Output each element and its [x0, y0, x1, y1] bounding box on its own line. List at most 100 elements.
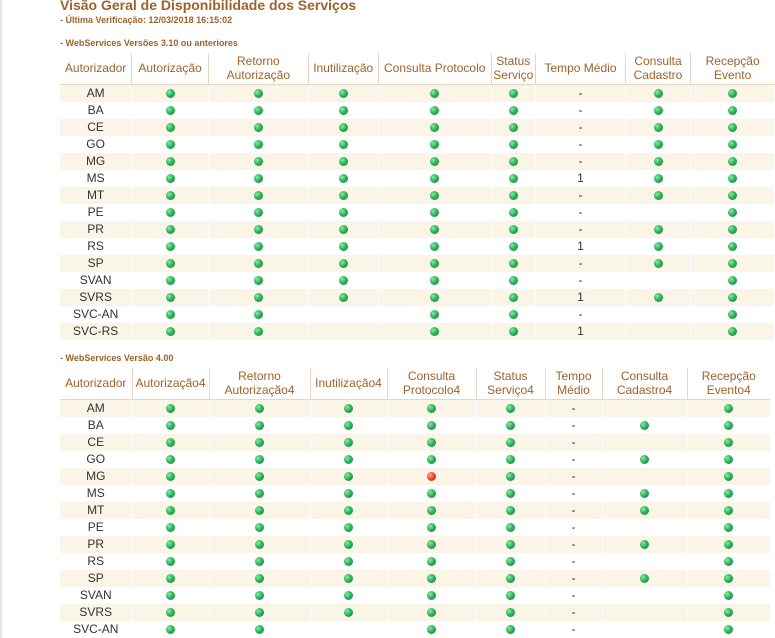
authorizer-name: MS	[60, 484, 133, 502]
green-status-icon	[727, 327, 737, 337]
authorizer-name: SVAN	[60, 271, 133, 289]
green-status-icon	[427, 438, 436, 448]
green-status-icon	[724, 557, 733, 567]
green-status-icon	[506, 557, 515, 567]
green-status-icon	[166, 523, 175, 533]
status-cell	[476, 603, 546, 621]
red-status-icon	[427, 472, 436, 482]
status-cell	[687, 620, 771, 638]
green-status-icon	[727, 293, 737, 303]
status-cell	[378, 305, 492, 323]
status-cell	[310, 620, 388, 638]
green-status-icon	[344, 438, 353, 448]
status-cell	[131, 186, 209, 204]
status-cell	[208, 152, 309, 170]
green-status-icon	[344, 404, 353, 414]
green-status-icon	[255, 574, 264, 584]
green-status-icon	[430, 174, 440, 184]
status-cell	[491, 288, 536, 306]
status-cell	[602, 433, 688, 451]
green-status-icon	[427, 540, 436, 550]
status-cell	[308, 254, 379, 272]
status-cell	[131, 237, 209, 255]
status-cell	[387, 399, 477, 417]
green-status-icon	[727, 242, 737, 252]
status-cell	[310, 569, 388, 587]
green-status-icon	[640, 489, 649, 499]
status-cell	[687, 518, 771, 536]
green-status-icon	[427, 608, 436, 618]
authorizer-name: SVRS	[60, 603, 133, 621]
green-status-icon	[165, 123, 175, 133]
status-cell	[687, 586, 771, 604]
green-status-icon	[165, 259, 175, 269]
status-cell	[387, 620, 477, 638]
table-row: RS -	[60, 552, 771, 570]
avg-time-value: -	[535, 84, 627, 102]
green-status-icon	[344, 489, 353, 499]
status-cell	[602, 399, 688, 417]
green-status-icon	[653, 140, 663, 150]
table-row: RS 1	[60, 237, 775, 255]
green-status-icon	[724, 625, 733, 635]
table-row: SP -	[60, 569, 771, 587]
col-header-autorizador: Autorizador	[60, 368, 133, 400]
green-status-icon	[338, 276, 348, 286]
green-status-icon	[253, 225, 263, 235]
avg-time-value: -	[535, 220, 627, 238]
avg-time-value: -	[535, 101, 627, 119]
green-status-icon	[508, 89, 518, 99]
green-status-icon	[165, 174, 175, 184]
table-row: SVAN -	[60, 586, 771, 604]
table-row: MG -	[60, 467, 771, 485]
status-cell	[476, 620, 546, 638]
green-status-icon	[166, 557, 175, 567]
green-status-icon	[724, 472, 733, 482]
table-row: PE -	[60, 203, 775, 221]
green-status-icon	[508, 259, 518, 269]
green-status-icon	[506, 455, 515, 465]
status-cell	[308, 203, 379, 221]
status-cell	[387, 433, 477, 451]
green-status-icon	[506, 472, 515, 482]
status-cell	[378, 322, 492, 340]
status-cell	[690, 186, 775, 204]
avg-time-value: -	[535, 152, 627, 170]
status-cell	[132, 552, 210, 570]
green-status-icon	[253, 242, 263, 252]
green-status-icon	[653, 225, 663, 235]
green-status-icon	[506, 625, 515, 635]
green-status-icon	[653, 106, 663, 116]
green-status-icon	[344, 472, 353, 482]
green-status-icon	[166, 472, 175, 482]
green-status-icon	[165, 310, 175, 320]
green-status-icon	[640, 506, 649, 516]
table-row: PR -	[60, 220, 775, 238]
status-cell	[208, 203, 309, 221]
green-status-icon	[165, 225, 175, 235]
status-cell	[387, 501, 477, 519]
status-cell	[476, 552, 546, 570]
status-cell	[690, 220, 775, 238]
green-status-icon	[253, 327, 263, 337]
status-cell	[625, 288, 691, 306]
status-cell	[687, 569, 771, 587]
status-cell	[687, 467, 771, 485]
status-cell	[387, 552, 477, 570]
green-status-icon	[253, 191, 263, 201]
status-cell	[387, 416, 477, 434]
green-status-icon	[430, 140, 440, 150]
status-cell	[209, 416, 311, 434]
green-status-icon	[653, 157, 663, 167]
green-status-icon	[253, 174, 263, 184]
status-cell	[209, 569, 311, 587]
status-cell	[625, 152, 691, 170]
avg-time-value: -	[545, 501, 603, 519]
col-header-consulta-protocolo4: Consulta Protocolo4	[387, 368, 477, 400]
status-cell	[690, 322, 775, 340]
avg-time-value: -	[535, 271, 627, 289]
avg-time-value: -	[535, 203, 627, 221]
green-status-icon	[255, 591, 264, 601]
green-status-icon	[430, 191, 440, 201]
status-cell	[208, 271, 309, 289]
